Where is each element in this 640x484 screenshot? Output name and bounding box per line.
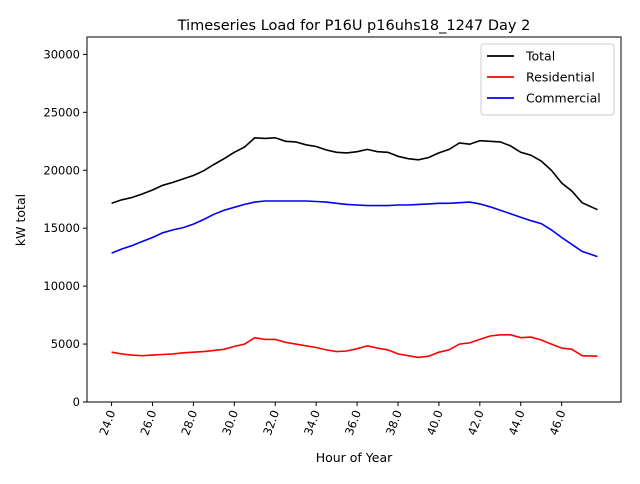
- legend-label-commercial: Commercial: [526, 91, 601, 106]
- legend: Total Residential Commercial: [480, 43, 615, 116]
- series-line-commercial: [111, 200, 598, 258]
- legend-label-residential: Residential: [526, 70, 595, 85]
- legend-box: [480, 43, 615, 116]
- plot-frame: [86, 36, 622, 403]
- series-line-total: [111, 136, 598, 211]
- y-tick-label: 10000: [43, 279, 80, 293]
- y-tick-label: 30000: [43, 47, 80, 61]
- x-axis-label: Hour of Year: [316, 450, 393, 465]
- y-axis-label: kW total: [13, 194, 28, 246]
- y-tick-label: 15000: [43, 221, 80, 235]
- y-tick-label: 20000: [43, 163, 80, 177]
- y-tick-label: 25000: [43, 105, 80, 119]
- y-tick-label: 5000: [51, 337, 80, 351]
- series-line-residential: [111, 333, 598, 359]
- legend-label-total: Total: [525, 49, 555, 64]
- y-tick-label: 0: [73, 395, 80, 409]
- chart-title: Timeseries Load for P16U p16uhs18_1247 D…: [177, 18, 531, 34]
